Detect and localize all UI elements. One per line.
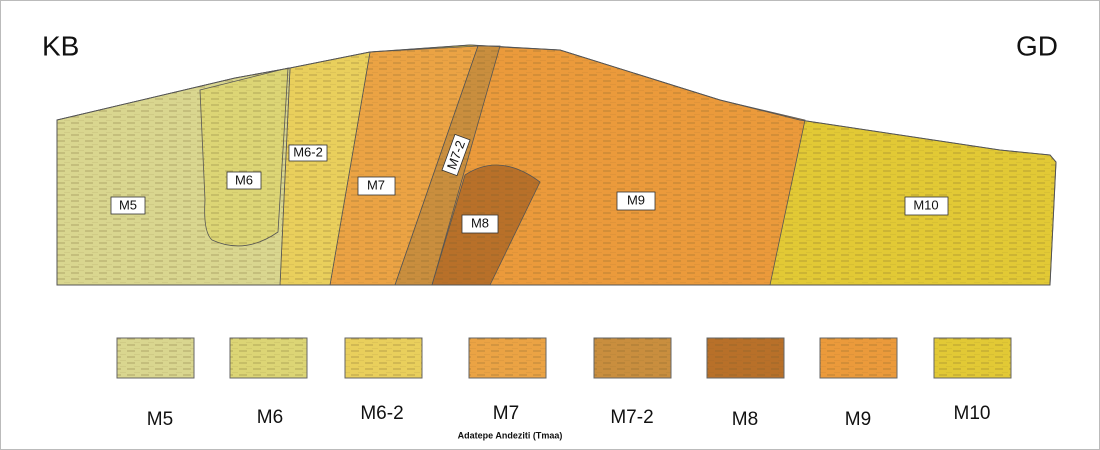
label-box	[357, 176, 396, 196]
corner-label: KB	[42, 30, 79, 61]
section-label: M6-2	[293, 144, 323, 159]
label-box	[616, 191, 656, 211]
section-label: M10	[913, 197, 938, 212]
legend-label: M7	[493, 403, 519, 424]
legend-label: M9	[845, 409, 871, 430]
legend-label: M7-2	[610, 407, 653, 428]
label-box	[288, 144, 328, 162]
section-label: M9	[627, 192, 645, 207]
section-label-group: M5 M6 M6-2 M7 M7-2 M8 M9 M10	[110, 133, 949, 234]
label-box	[461, 214, 499, 234]
section-label: M6	[235, 172, 253, 187]
section-label: M5	[119, 197, 137, 212]
legend-label: M5	[147, 409, 173, 430]
legend-label: M6-2	[360, 403, 403, 424]
legend: M5 M6 M6-2 M7 M7-2 M8 M9 M10 Adatepe And…	[116, 337, 1012, 440]
corner-label: GD	[1016, 30, 1058, 61]
label-box	[904, 196, 949, 216]
legend-label: M10	[954, 403, 991, 424]
label-box	[441, 133, 471, 177]
legend-label: M6	[257, 407, 283, 428]
section-label: M8	[471, 215, 489, 230]
section-label: M7	[367, 177, 385, 192]
legend-caption: Adatepe Andeziti (Tmaa)	[458, 430, 563, 440]
label-box	[226, 171, 262, 190]
legend-label: M8	[732, 409, 758, 430]
section-units	[56, 44, 1057, 286]
label-box	[110, 196, 146, 215]
